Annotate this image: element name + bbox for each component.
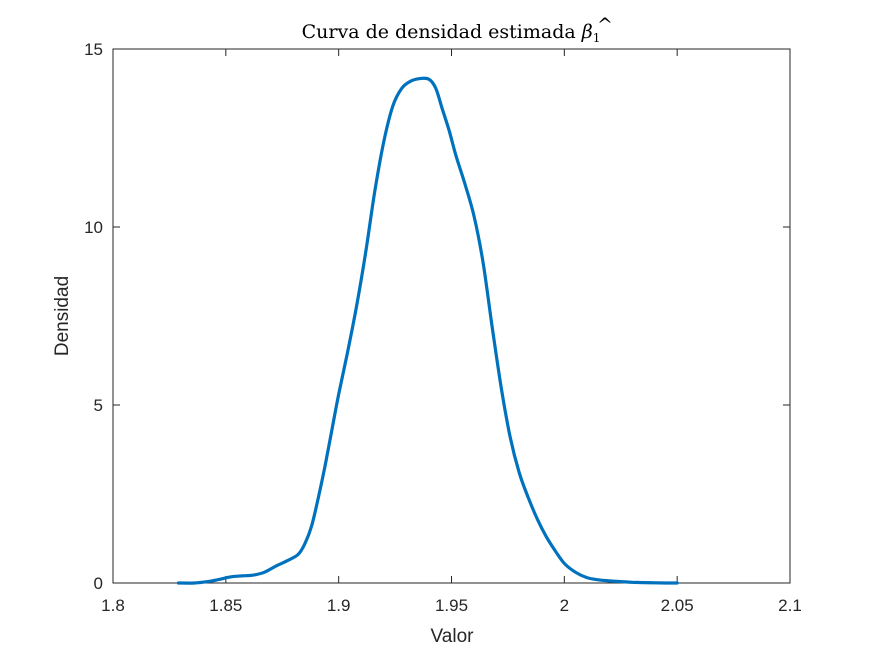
x-tick-label: 1.9: [327, 596, 351, 615]
x-tick-label: 2: [560, 596, 569, 615]
title-subscript: 1: [593, 31, 601, 45]
y-tick-label: 10: [84, 218, 103, 237]
x-tick-label: 1.95: [435, 596, 468, 615]
x-tick-label: 1.8: [101, 596, 125, 615]
x-axis-label: Valor: [431, 626, 475, 647]
title-text: Curva de densidad estimada: [302, 21, 582, 43]
y-tick-label: 0: [94, 574, 103, 593]
chart-title: Curva de densidad estimada β1: [302, 21, 601, 45]
x-tick-label: 1.85: [209, 596, 242, 615]
y-tick-label: 15: [84, 40, 103, 59]
y-axis-label: Densidad: [52, 276, 73, 356]
x-tick-label: 2.05: [661, 596, 694, 615]
y-tick-label: 5: [94, 396, 103, 415]
density-curve: [176, 76, 679, 585]
title-beta: β: [581, 21, 593, 43]
tick-labels: 1.8 1.85 1.9 1.95 2 2.05 2.1 0 5 10 15: [84, 40, 802, 615]
title-hat-accent: ^: [597, 14, 613, 36]
plot-area: [112, 48, 791, 584]
x-tick-label: 2.1: [778, 596, 802, 615]
